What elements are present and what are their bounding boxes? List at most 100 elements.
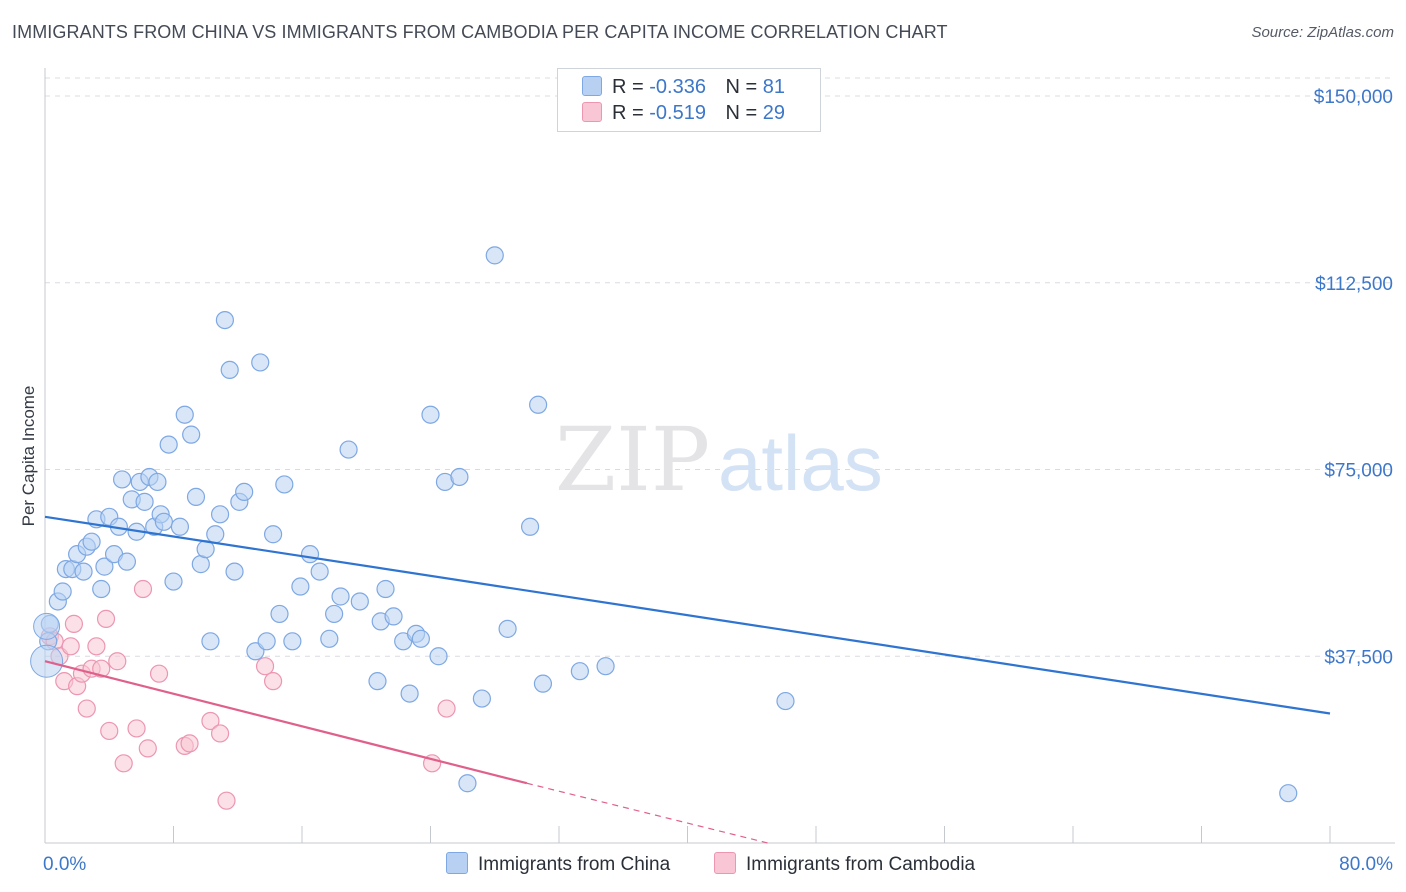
china-point bbox=[291, 577, 310, 596]
cambodia-point bbox=[77, 699, 96, 718]
china-point bbox=[164, 572, 183, 591]
cambodia-point bbox=[100, 721, 119, 741]
china-point bbox=[117, 552, 137, 571]
china-legend-swatch bbox=[446, 852, 468, 874]
china-point bbox=[596, 657, 615, 676]
china-point bbox=[95, 557, 114, 576]
cambodia-trend-extension bbox=[526, 782, 768, 844]
cambodia-r-value: -0.519 bbox=[649, 102, 706, 124]
cambodia-point bbox=[114, 754, 133, 773]
china-point bbox=[257, 632, 276, 651]
china-series bbox=[30, 246, 1298, 803]
legend-row-china: R = -0.336 N = 81 bbox=[582, 76, 785, 100]
china-point bbox=[159, 435, 178, 454]
china-point bbox=[485, 246, 504, 265]
china-point bbox=[570, 662, 589, 681]
china-point bbox=[776, 691, 795, 711]
cambodia-point bbox=[201, 711, 220, 731]
china-point bbox=[376, 579, 395, 599]
china-point bbox=[220, 360, 239, 379]
trend-lines bbox=[44, 515, 1331, 844]
china-swatch bbox=[582, 76, 602, 96]
china-point bbox=[533, 674, 553, 693]
cambodia-point bbox=[108, 652, 127, 671]
china-point bbox=[148, 472, 167, 492]
china-n-value: 81 bbox=[762, 76, 786, 98]
cambodia-n-label: N = bbox=[725, 102, 758, 124]
china-point bbox=[182, 425, 201, 444]
bottom-legend-china: Immigrants from China bbox=[446, 852, 670, 876]
china-point bbox=[206, 525, 225, 544]
china-point-large bbox=[33, 612, 61, 640]
china-point bbox=[320, 629, 339, 648]
cambodia-point bbox=[210, 724, 230, 743]
cambodia-legend-label: Immigrants from Cambodia bbox=[746, 854, 976, 875]
y-tick-label: $112,500 bbox=[1315, 274, 1393, 295]
cambodia-point bbox=[64, 614, 84, 633]
cambodia-point bbox=[180, 734, 199, 753]
china-point bbox=[270, 604, 289, 624]
correlation-legend: R = -0.336 N = 81 R = -0.519 N = 29 bbox=[557, 68, 821, 132]
x-tick-label-max: 80.0% bbox=[1339, 854, 1393, 875]
cambodia-point bbox=[87, 637, 106, 656]
china-r-label: R = bbox=[612, 76, 644, 98]
cambodia-point bbox=[92, 659, 111, 678]
china-point bbox=[186, 487, 206, 506]
cambodia-point bbox=[127, 719, 146, 738]
y-tick-label: $75,000 bbox=[1324, 461, 1393, 482]
china-point bbox=[135, 492, 154, 511]
china-n-label: N = bbox=[725, 76, 758, 98]
china-point bbox=[112, 470, 132, 489]
china-point bbox=[325, 604, 344, 624]
china-point bbox=[283, 632, 302, 651]
cambodia-point bbox=[437, 699, 456, 718]
x-tick-label-min: 0.0% bbox=[43, 854, 86, 875]
china-point bbox=[310, 562, 329, 581]
watermark-zip: ZIP bbox=[555, 408, 710, 511]
y-tick-label: $37,500 bbox=[1324, 647, 1393, 668]
china-point bbox=[339, 440, 358, 459]
china-trend-line bbox=[44, 515, 1331, 715]
chart-title: IMMIGRANTS FROM CHINA VS IMMIGRANTS FROM… bbox=[12, 22, 948, 42]
cambodia-swatch bbox=[582, 102, 602, 122]
bottom-legend-cambodia: Immigrants from Cambodia bbox=[714, 852, 975, 876]
cambodia-r-label: R = bbox=[612, 102, 644, 124]
china-point bbox=[384, 607, 403, 626]
china-point bbox=[251, 353, 270, 372]
china-point bbox=[275, 475, 294, 494]
tick-labels: $37,500 $75,000 $112,500 $150,000 0.0% 80.0% bbox=[43, 87, 1393, 875]
china-point bbox=[92, 579, 111, 599]
china-point bbox=[1279, 784, 1298, 803]
cambodia-point bbox=[133, 579, 153, 599]
china-point bbox=[210, 505, 230, 524]
china-point bbox=[368, 672, 387, 691]
china-point bbox=[472, 689, 491, 708]
china-point bbox=[429, 647, 448, 666]
cambodia-trend-line bbox=[44, 660, 528, 785]
china-point bbox=[170, 517, 190, 536]
axes bbox=[44, 68, 1395, 844]
china-point bbox=[235, 482, 254, 502]
china-point bbox=[498, 619, 517, 638]
cambodia-point bbox=[263, 672, 283, 691]
watermark: ZIP atlas bbox=[555, 408, 883, 511]
china-point bbox=[458, 774, 477, 793]
cambodia-point bbox=[149, 664, 169, 683]
cambodia-point bbox=[255, 657, 275, 676]
china-point bbox=[82, 532, 101, 551]
china-point bbox=[529, 395, 548, 414]
cambodia-point bbox=[61, 637, 80, 656]
china-r-value: -0.336 bbox=[649, 76, 706, 98]
china-point bbox=[300, 545, 320, 564]
china-point bbox=[225, 562, 244, 581]
cambodia-point bbox=[138, 739, 157, 758]
cambodia-point bbox=[96, 609, 116, 629]
china-point bbox=[331, 587, 350, 606]
china-point bbox=[53, 582, 72, 601]
china-point bbox=[215, 311, 234, 330]
watermark-atlas: atlas bbox=[718, 419, 883, 507]
y-tick-label: $150,000 bbox=[1314, 87, 1393, 108]
gridlines bbox=[45, 77, 1395, 657]
china-point bbox=[201, 632, 220, 651]
